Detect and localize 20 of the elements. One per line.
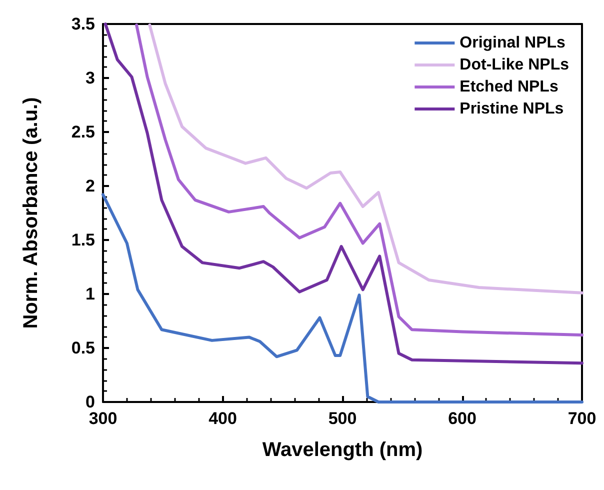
legend-label: Etched NPLs: [460, 78, 558, 96]
y-tick-label: 2.5: [71, 122, 95, 142]
y-tick-label: 3: [86, 68, 95, 88]
y-tick-label: 0.5: [71, 338, 95, 358]
legend-label: Original NPLs: [460, 34, 566, 52]
y-tick-label: 2: [86, 176, 95, 196]
x-axis-title: Wavelength (nm): [262, 439, 423, 461]
y-tick-label: 3.5: [71, 14, 95, 34]
x-tick-label: 700: [568, 409, 596, 428]
line-series: [148, 24, 584, 294]
legend-label: Pristine NPLs: [460, 100, 564, 118]
x-tick-label: 600: [448, 409, 476, 428]
x-tick-label: 300: [88, 409, 118, 428]
x-tick-label: 500: [328, 409, 357, 428]
legend-label: Dot-Like NPLs: [460, 56, 570, 74]
y-tick-label: 0: [86, 392, 95, 412]
y-tick-label: 1.5: [71, 230, 95, 250]
y-tick-label: 1: [86, 284, 95, 304]
y-axis-title: Norm. Absorbance (a.u.): [20, 97, 42, 329]
x-tick-label: 400: [208, 409, 237, 428]
